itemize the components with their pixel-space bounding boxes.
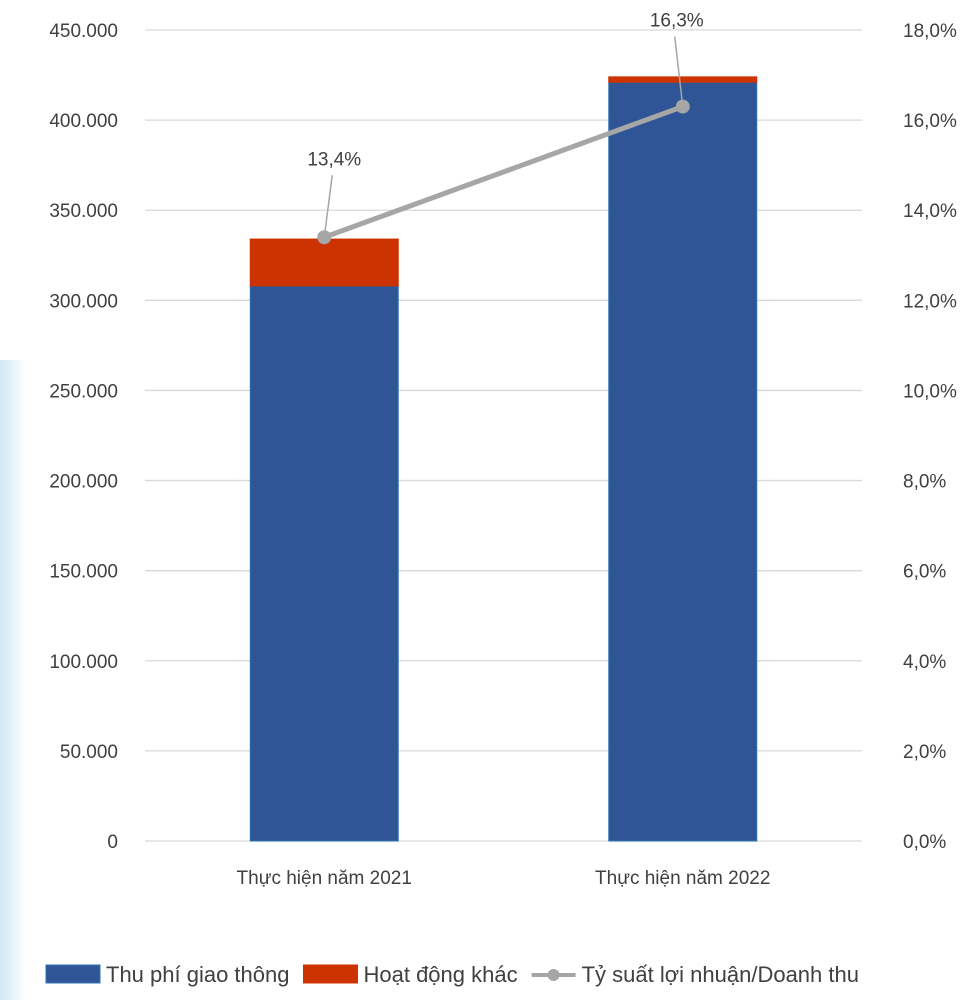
y-left-tick-label: 300.000	[49, 291, 118, 312]
line-point	[317, 230, 332, 245]
x-category-label: Thực hiện năm 2021	[237, 868, 412, 889]
data-label-leader	[323, 175, 333, 238]
y-left-tick-label: 200.000	[49, 472, 118, 493]
y-right-tick-label: 0,0%	[903, 832, 946, 853]
bar-thu-phí-giao-thông	[608, 81, 758, 842]
y-left-tick-label: 350.000	[49, 201, 118, 222]
bar-hoạt-động-khác	[608, 76, 758, 83]
legend-line-marker	[547, 969, 560, 981]
y-left-tick-label: 250.000	[49, 381, 118, 402]
legend-label: Hoạt động khác	[363, 962, 517, 987]
y-left-tick-label: 50.000	[60, 742, 118, 763]
legend-swatch	[302, 964, 358, 984]
y-left-tick-label: 150.000	[49, 562, 118, 583]
y-left-tick-label: 100.000	[49, 652, 118, 673]
data-label-leader	[674, 36, 684, 107]
line-point	[675, 99, 690, 114]
y-right-tick-label: 2,0%	[903, 742, 946, 763]
bar-thu-phí-giao-thông	[249, 285, 399, 842]
legend-label: Tỷ suất lợi nhuận/Doanh thu	[582, 962, 859, 987]
y-right-tick-label: 8,0%	[903, 472, 946, 493]
y-right-tick-label: 12,0%	[903, 291, 957, 312]
data-label: 16,3%	[650, 11, 704, 32]
y-right-tick-label: 6,0%	[903, 562, 946, 583]
line-series-margin	[323, 104, 684, 240]
y-right-tick-label: 14,0%	[903, 201, 957, 222]
edge-tint	[0, 360, 26, 1000]
y-right-tick-label: 16,0%	[903, 111, 957, 132]
y-right-tick-label: 10,0%	[903, 381, 957, 402]
x-category-label: Thực hiện năm 2022	[595, 868, 770, 889]
y-left-tick-label: 0	[107, 832, 118, 853]
y-left-tick-label: 450.000	[49, 21, 118, 42]
legend-label: Thu phí giao thông	[106, 962, 289, 987]
data-label: 13,4%	[307, 149, 361, 170]
bar-hoạt-động-khác	[249, 238, 399, 287]
y-right-tick-label: 4,0%	[903, 652, 946, 673]
y-left-tick-label: 400.000	[49, 111, 118, 132]
y-right-tick-label: 18,0%	[903, 21, 957, 42]
legend-swatch	[45, 964, 101, 984]
